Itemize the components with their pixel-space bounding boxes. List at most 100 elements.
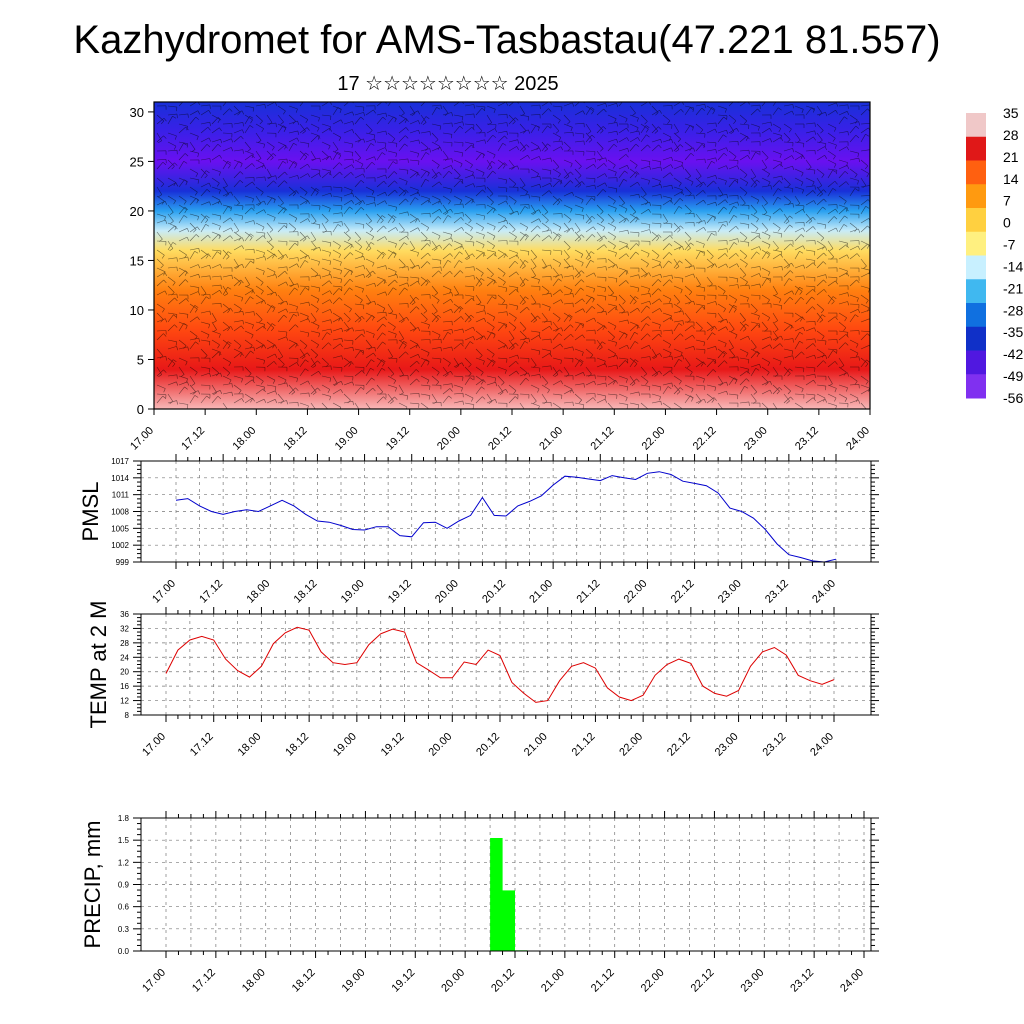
wind-barb [211,154,220,161]
wind-barb [563,312,572,319]
wind-barb-flag [438,199,441,204]
wind-barb [695,227,704,233]
wind-barb [310,294,320,300]
wind-barb [299,330,309,334]
wind-barb-flag [568,219,572,223]
wind-barb-flag [733,156,737,160]
wind-barb [761,185,771,188]
wind-barb [266,375,276,381]
wind-barb-flag [440,347,442,352]
wind-barb-flag [318,224,321,229]
wind-barb [277,300,287,305]
wind-barb [167,346,177,350]
wind-barb-flag [625,154,629,158]
wind-barb-flag [679,387,684,391]
wind-barb-flag [328,280,332,284]
wind-barb [849,253,858,260]
wind-barb-flag [374,197,376,202]
wind-barb [376,213,384,221]
wind-barb-flag [780,135,782,140]
wind-barb [618,204,628,210]
wind-barb [761,276,771,280]
wind-barb [508,146,517,152]
wind-barb [376,251,384,260]
wind-barb-flag [312,239,316,242]
x-tick-label: 18.00 [236,731,264,759]
wind-barb [442,346,452,350]
wind-barb-flag [208,182,212,187]
wind-barb [618,179,624,188]
wind-barb [376,200,386,206]
wind-barb-flag [802,155,806,159]
wind-barb [750,104,761,107]
wind-barb-flag [591,110,594,115]
wind-barb-flag [506,220,509,225]
wind-barb [640,123,649,130]
wind-barb [508,261,516,269]
wind-barb-flag [703,227,707,231]
wind-barb [310,370,319,377]
wind-barb [255,200,265,206]
wind-barb-flag [668,298,672,303]
wind-barb-flag [360,207,365,211]
wind-barb-flag [490,201,494,206]
wind-barb [838,215,845,224]
wind-barb-flag [680,109,684,113]
wind-barb [376,332,383,341]
wind-barb-flag [220,139,223,144]
wind-barb-flag [605,382,607,387]
wind-barb-flag [832,350,837,353]
wind-barb [266,344,276,350]
wind-barb [178,207,186,215]
wind-barb [574,122,585,125]
wind-barb [563,131,574,134]
wind-barb-flag [337,107,342,110]
x-tick-label: 18.12 [292,578,320,606]
wind-barb [310,123,320,129]
wind-barb [629,204,637,213]
wind-barb [750,324,758,332]
wind-barb [618,165,628,170]
wind-barb [519,278,526,287]
wind-barb [420,348,430,353]
wind-barb-flag [625,118,628,123]
wind-barb [585,348,594,356]
wind-barb-flag [789,296,794,301]
wind-barb [640,402,648,409]
wind-barb-flag [393,380,397,385]
wind-barb [442,253,451,260]
wind-barb [794,150,804,156]
wind-barb [156,272,165,278]
wind-barb [761,389,771,395]
wind-barb [233,263,243,269]
wind-barb [838,393,848,399]
wind-barb [695,294,706,297]
wind-barb [486,170,493,179]
wind-barb-flag [488,401,493,404]
wind-barb-flag [374,301,377,305]
wind-barb-flag [407,170,409,175]
wind-barb-flag [571,227,575,232]
wind-barb-flag [667,386,672,389]
wind-barb [222,235,231,242]
wind-barb [816,360,824,368]
wind-barb [585,132,593,140]
wind-barb-flag [417,110,421,115]
wind-barb-flag [449,271,453,275]
wind-barb [343,129,353,134]
wind-barb [398,211,408,215]
wind-barb [222,321,231,328]
wind-barb [431,285,438,294]
wind-barb [530,384,540,390]
wind-barb [332,337,342,341]
wind-barb [838,159,848,163]
wind-barb-flag [459,125,464,129]
wind-barb-flag [426,227,430,232]
wind-barb-flag [206,296,210,300]
wind-barb [662,317,671,323]
wind-barb [552,231,561,238]
wind-barb [574,357,583,364]
wind-barb [475,204,486,206]
wind-barb-flag [492,359,496,363]
y-tick-label: 5 [137,352,144,367]
